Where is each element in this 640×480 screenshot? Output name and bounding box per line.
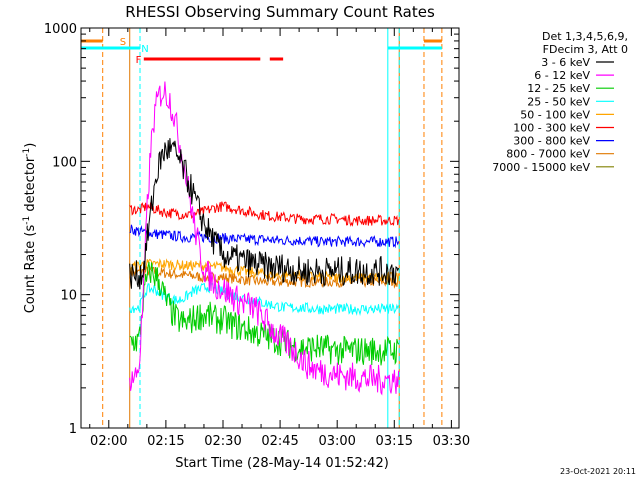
- x-tick-label-4: 03:00: [318, 434, 355, 449]
- y-tick-label-1: 10: [60, 289, 77, 304]
- plot-frame: [80, 27, 460, 429]
- x-axis-label: Start Time (28-May-14 01:52:42): [175, 456, 389, 471]
- legend-label-7: 800 - 7000 keV: [506, 148, 590, 161]
- flag-n-label: N: [141, 44, 148, 55]
- plot-area: S NF: [81, 28, 443, 428]
- y-axis-label: Count Rate (s-1 detector-1): [22, 143, 38, 314]
- legend-label-8: 7000 - 15000 keV: [492, 161, 590, 174]
- x-tick-label-6: 03:30: [433, 434, 470, 449]
- x-tick-label-2: 02:30: [204, 434, 241, 449]
- legend: Det 1,3,4,5,6,9, FDecim 3, Att 0 3 - 6 k…: [492, 30, 628, 174]
- legend-label-3: 25 - 50 keV: [527, 95, 590, 108]
- x-tick-label-3: 02:45: [261, 434, 298, 449]
- series-line-3: [129, 280, 400, 316]
- x-axis: 02:00 02:15 02:30 02:45 03:00 03:15 03:30: [89, 28, 470, 449]
- flag-f-label: F: [136, 55, 142, 66]
- series-line-6: [129, 224, 400, 249]
- legend-label-4: 50 - 100 keV: [520, 108, 590, 121]
- series-line-5: [129, 201, 400, 227]
- y-tick-label-0: 1: [69, 422, 77, 437]
- timestamp: 23-Oct-2021 20:11: [560, 467, 636, 476]
- y-tick-label-2: 100: [52, 155, 77, 170]
- y-tick-label-3: 1000: [44, 22, 77, 37]
- legend-label-6: 300 - 800 keV: [513, 135, 590, 148]
- series-line-2: [129, 261, 400, 366]
- y-axis: 1 10 100 1000: [44, 22, 459, 437]
- legend-label-0: 3 - 6 keV: [541, 56, 590, 69]
- flag-s-label: S: [120, 37, 126, 48]
- series-line-1: [129, 81, 400, 396]
- x-tick-label-1: 02:15: [147, 434, 184, 449]
- chart-title: RHESSI Observing Summary Count Rates: [125, 3, 435, 21]
- legend-title-line1: Det 1,3,4,5,6,9,: [542, 30, 628, 43]
- legend-label-5: 100 - 300 keV: [513, 122, 590, 135]
- legend-title-line2: FDecim 3, Att 0: [543, 43, 628, 56]
- legend-label-2: 12 - 25 keV: [527, 82, 590, 95]
- series-line-0: [129, 138, 400, 290]
- x-tick-label-5: 03:15: [376, 434, 413, 449]
- legend-label-1: 6 - 12 keV: [534, 69, 590, 82]
- x-tick-label-0: 02:00: [90, 434, 127, 449]
